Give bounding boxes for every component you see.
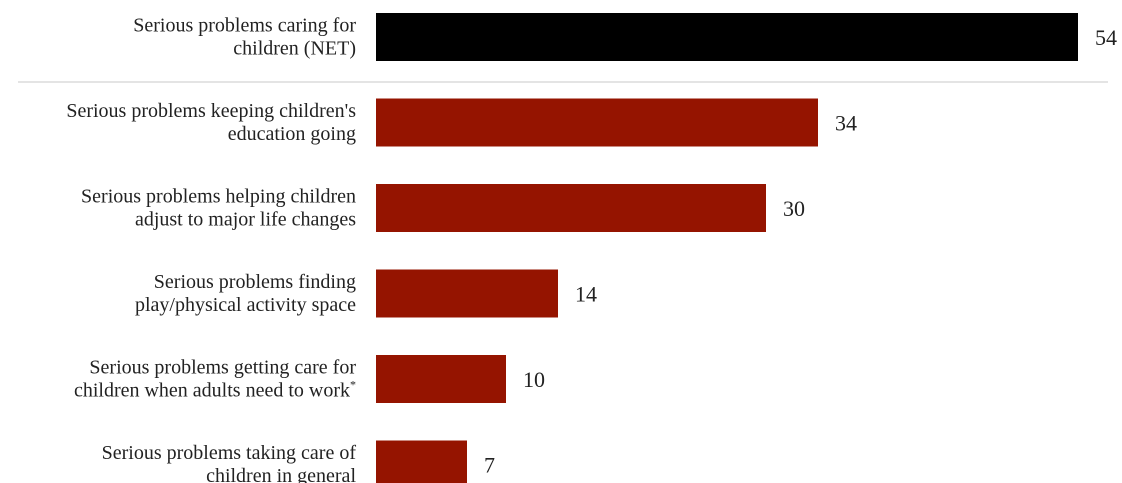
value-label-2: 30 (783, 196, 805, 221)
category-label-0: Serious problems caring for children (NET… (133, 15, 356, 60)
category-label-5: Serious problems taking care of children … (102, 442, 357, 483)
bar-2 (376, 184, 766, 232)
category-label-4-line-1: children when adults need to work* (74, 378, 356, 402)
bar-4 (376, 355, 506, 403)
category-label-1: Serious problems keeping children's educa… (66, 100, 356, 145)
value-label-3: 14 (575, 282, 597, 307)
bar-1 (376, 98, 818, 147)
bar-0 (376, 13, 1078, 61)
bar-5 (376, 440, 467, 483)
category-label-3: Serious problems finding play/physical ac… (135, 271, 356, 316)
bars-layer (376, 13, 1078, 483)
category-label-4: Serious problems getting care for childre… (74, 357, 356, 402)
category-labels: Serious problems caring for children (NET… (66, 15, 356, 483)
category-label-1-line-1: education going (228, 123, 356, 145)
category-label-3-line-1: play/physical activity space (135, 294, 356, 316)
category-label-1-line-0: Serious problems keeping children's (66, 100, 356, 122)
category-label-0-line-0: Serious problems caring for (133, 15, 356, 37)
category-label-5-line-0: Serious problems taking care of (102, 442, 357, 464)
category-label-4-line-0: Serious problems getting care for (89, 357, 356, 379)
category-label-3-line-0: Serious problems finding (154, 271, 356, 293)
category-label-5-line-1: children in general (206, 465, 356, 483)
value-label-4: 10 (523, 367, 545, 392)
bar-3 (376, 269, 558, 318)
value-labels: 54 34 30 14 10 7 (484, 25, 1117, 478)
footnote-marker: * (350, 378, 356, 392)
value-label-1: 34 (835, 111, 857, 136)
value-label-0: 54 (1095, 25, 1117, 50)
category-label-0-line-1: children (NET) (233, 38, 356, 60)
category-label-2-line-0: Serious problems helping children (81, 186, 356, 208)
category-label-2-line-1: adjust to major life changes (135, 209, 356, 231)
category-label-2: Serious problems helping children adjust … (81, 186, 356, 231)
value-label-5: 7 (484, 453, 495, 478)
